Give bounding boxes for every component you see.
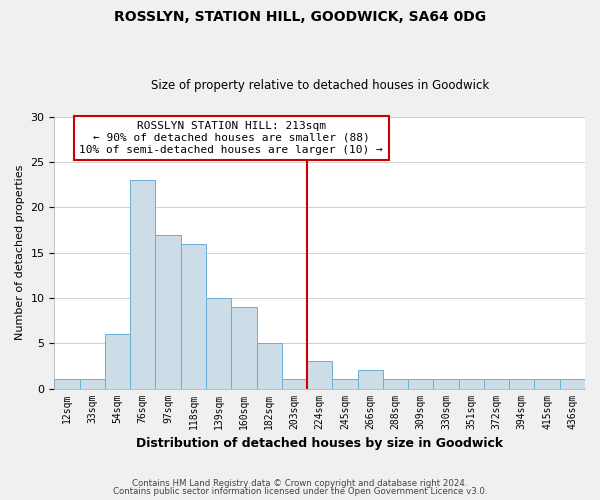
Bar bbox=[535, 380, 560, 388]
Bar bbox=[458, 380, 484, 388]
Bar bbox=[484, 380, 509, 388]
Bar bbox=[130, 180, 155, 388]
Bar bbox=[282, 380, 307, 388]
Bar bbox=[206, 298, 231, 388]
Bar bbox=[307, 362, 332, 388]
Bar bbox=[257, 344, 282, 388]
Text: ROSSLYN STATION HILL: 213sqm
← 90% of detached houses are smaller (88)
10% of se: ROSSLYN STATION HILL: 213sqm ← 90% of de… bbox=[79, 122, 383, 154]
Bar bbox=[408, 380, 433, 388]
Text: Contains HM Land Registry data © Crown copyright and database right 2024.: Contains HM Land Registry data © Crown c… bbox=[132, 478, 468, 488]
X-axis label: Distribution of detached houses by size in Goodwick: Distribution of detached houses by size … bbox=[136, 437, 503, 450]
Bar bbox=[509, 380, 535, 388]
Bar bbox=[55, 380, 80, 388]
Y-axis label: Number of detached properties: Number of detached properties bbox=[15, 165, 25, 340]
Bar bbox=[332, 380, 358, 388]
Title: Size of property relative to detached houses in Goodwick: Size of property relative to detached ho… bbox=[151, 79, 489, 92]
Bar bbox=[560, 380, 585, 388]
Bar bbox=[231, 307, 257, 388]
Bar bbox=[80, 380, 105, 388]
Text: ROSSLYN, STATION HILL, GOODWICK, SA64 0DG: ROSSLYN, STATION HILL, GOODWICK, SA64 0D… bbox=[114, 10, 486, 24]
Bar bbox=[181, 244, 206, 388]
Bar bbox=[155, 234, 181, 388]
Text: Contains public sector information licensed under the Open Government Licence v3: Contains public sector information licen… bbox=[113, 487, 487, 496]
Bar bbox=[383, 380, 408, 388]
Bar bbox=[433, 380, 458, 388]
Bar bbox=[358, 370, 383, 388]
Bar bbox=[105, 334, 130, 388]
